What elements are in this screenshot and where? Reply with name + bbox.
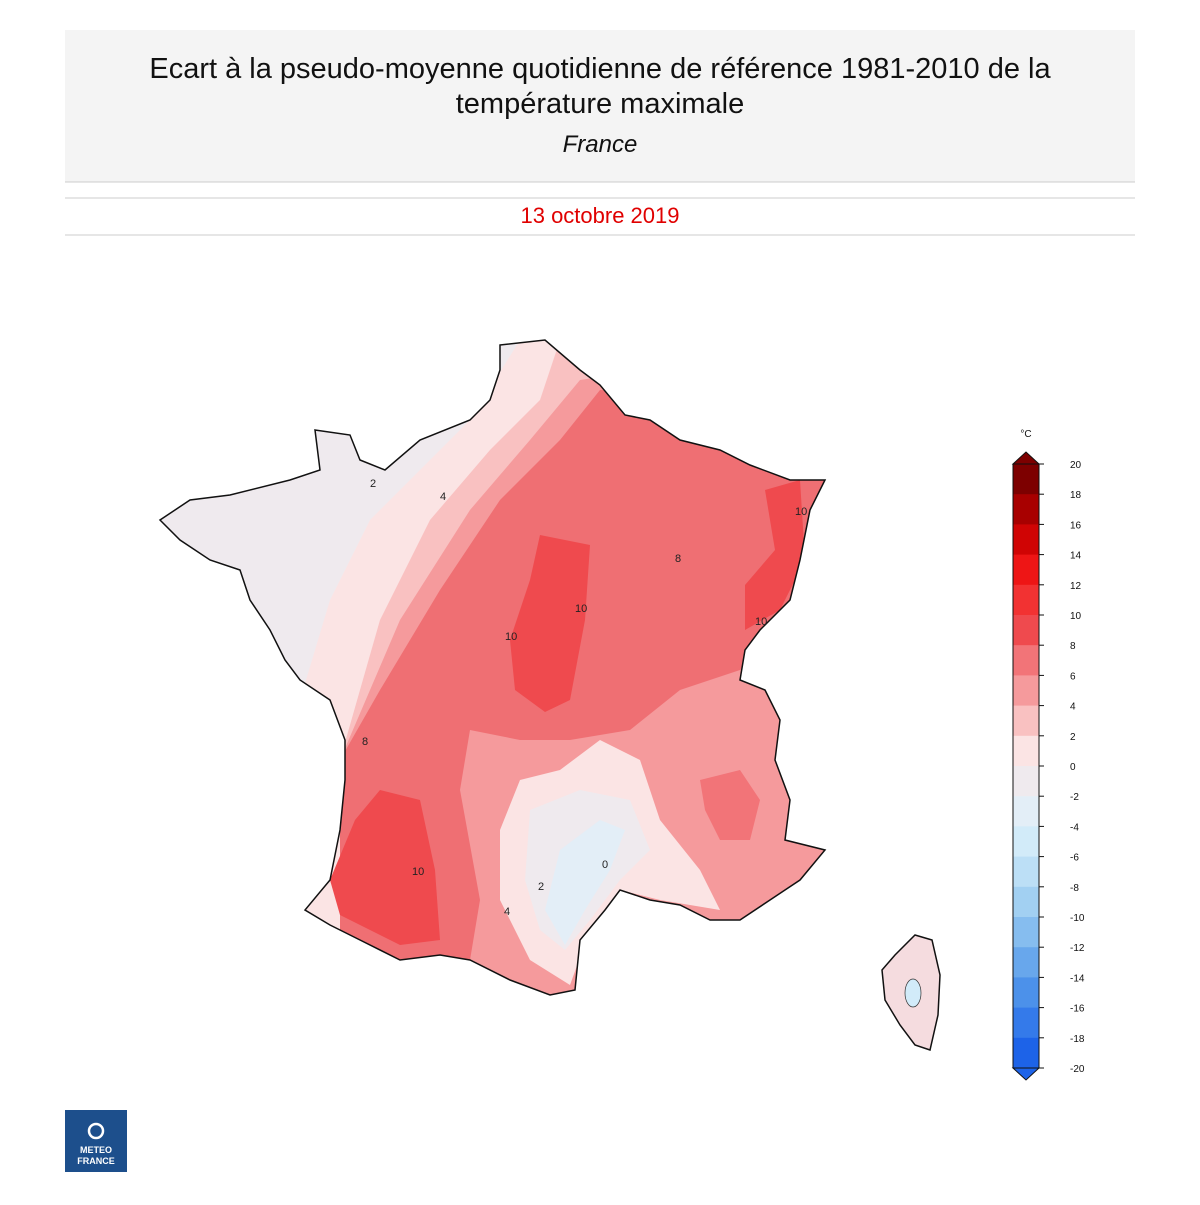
zone	[745, 480, 805, 630]
colorbar-bin	[1013, 735, 1039, 767]
colorbar-tick-label: 20	[1070, 460, 1082, 471]
colorbar-tick-label: -6	[1070, 853, 1079, 864]
colorbar-bin	[1013, 796, 1039, 827]
france-outline	[158, 339, 827, 996]
colorbar-bin	[1013, 766, 1039, 797]
colorbar-unit: °C	[1020, 429, 1031, 440]
region: France	[563, 131, 638, 158]
colorbar-bin	[1013, 705, 1039, 737]
colorbar-bin	[1013, 645, 1039, 676]
header-box	[65, 30, 1135, 182]
title: température maximale	[456, 88, 745, 120]
contour-label: 2	[538, 881, 544, 893]
colorbar-bin	[1013, 947, 1039, 978]
colorbar-tick-label: -20	[1070, 1064, 1085, 1075]
contour-label: 4	[504, 906, 510, 918]
colorbar-bin	[1013, 524, 1039, 556]
colorbar-bin	[1013, 464, 1039, 495]
colorbar-bin	[1013, 826, 1039, 858]
logo	[65, 1110, 127, 1172]
logo-icon	[87, 1122, 105, 1140]
colorbar-tick-label: -12	[1070, 943, 1085, 954]
colorbar-tick-label: -8	[1070, 883, 1079, 894]
colorbar-tick-label: 8	[1070, 641, 1076, 652]
contour-label: 10	[412, 866, 424, 878]
contour-label: 8	[675, 553, 681, 565]
colorbar-tick-label: 12	[1070, 581, 1082, 592]
colorbar-tick-label: 16	[1070, 520, 1082, 531]
colorbar-bin	[1013, 1007, 1039, 1039]
colorbar-bin	[1013, 1037, 1039, 1069]
contour-label: 10	[755, 616, 767, 628]
colorbar-bin	[1013, 675, 1039, 707]
zone	[904, 978, 922, 1008]
colorbar-tick-label: -2	[1070, 792, 1079, 803]
contour-label: 10	[575, 603, 587, 615]
zone	[330, 790, 440, 945]
colorbar-tick-label: 4	[1070, 702, 1076, 713]
logo-text: FRANCE	[77, 1156, 115, 1166]
zone	[700, 770, 760, 840]
colorbar-bin	[1013, 584, 1039, 616]
colorbar-tick-label: 2	[1070, 732, 1076, 743]
zone	[545, 820, 625, 945]
zone	[510, 535, 590, 712]
colorbar: °C 20181614121086420-2-4-6-8-10-12-14-16…	[1011, 429, 1085, 1081]
colorbar-tick-label: -14	[1070, 973, 1085, 984]
colorbar-tick-label: 10	[1070, 611, 1082, 622]
contour-label: 10	[795, 506, 807, 518]
colorbar-tick-label: 14	[1070, 551, 1082, 562]
colorbar-bin	[1013, 615, 1039, 646]
contour-label: 8	[362, 736, 368, 748]
colorbar-bin	[1013, 856, 1039, 888]
zone	[340, 390, 825, 960]
colorbar-bin	[1013, 977, 1039, 1009]
colorbar-tick-label: 18	[1070, 490, 1082, 501]
colorbar-bin	[1013, 494, 1039, 525]
colorbar-tick-label: -10	[1070, 913, 1085, 924]
contour-labels: 2 4 10 10 8 10 10 8 10 2 4 0	[362, 478, 807, 918]
colorbar-tick-label: -16	[1070, 1004, 1085, 1015]
contour-label: 10	[505, 631, 517, 643]
colorbar-tick-label: 0	[1070, 762, 1076, 773]
logo-text: METEO	[80, 1145, 112, 1155]
colorbar-tick-label: -18	[1070, 1034, 1085, 1045]
colorbar-bin	[1013, 886, 1039, 918]
colorbar-bin	[1013, 554, 1039, 586]
colorbar-bin	[1013, 917, 1039, 948]
contour-label: 2	[370, 478, 376, 490]
date: 13 octobre 2019	[520, 203, 679, 228]
contour-label: 4	[440, 491, 446, 503]
contour-label: 0	[602, 859, 608, 871]
colorbar-tick-label: -4	[1070, 822, 1079, 833]
title: Ecart à la pseudo-moyenne quotidienne de…	[149, 53, 1051, 85]
colorbar-tick-label: 6	[1070, 671, 1076, 682]
